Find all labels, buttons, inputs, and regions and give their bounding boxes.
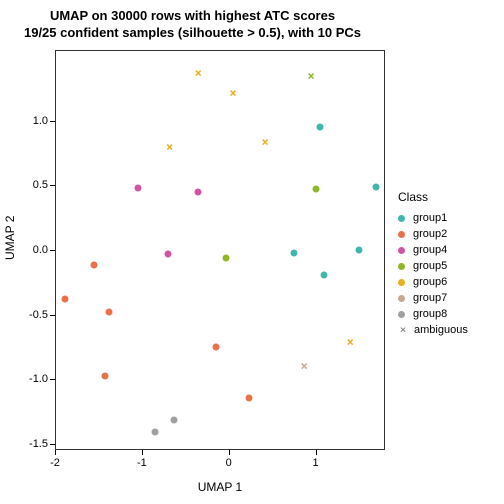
data-point: [151, 428, 158, 435]
data-point: [105, 308, 112, 315]
data-point: [134, 185, 141, 192]
legend-title: Class: [398, 190, 468, 204]
chart-title-line2: 19/25 confident samples (silhouette > 0.…: [0, 25, 385, 40]
data-point: [312, 186, 319, 193]
y-tick-label: -1.5: [20, 438, 48, 450]
x-tick-label: -1: [137, 457, 147, 469]
legend-label: group8: [413, 308, 447, 320]
plot-border: [55, 50, 385, 450]
x-tick-label: 0: [226, 457, 232, 469]
legend-item: × ambiguous: [398, 322, 468, 338]
data-point: [355, 247, 362, 254]
y-tick-mark: [50, 185, 55, 186]
legend-item: group7: [398, 290, 468, 306]
data-point: [91, 262, 98, 269]
x-tick-mark: [316, 450, 317, 455]
data-point: ×: [193, 68, 203, 78]
data-point: [102, 373, 109, 380]
y-tick-label: 0.5: [20, 179, 48, 191]
data-point: ×: [165, 142, 175, 152]
data-point: [170, 417, 177, 424]
x-tick-label: 1: [312, 457, 318, 469]
data-point: [62, 296, 69, 303]
legend-label: group1: [413, 212, 447, 224]
legend-item: group1: [398, 210, 468, 226]
data-point: [321, 271, 328, 278]
cross-icon: ×: [398, 325, 408, 335]
legend-item: group5: [398, 258, 468, 274]
data-point: [212, 343, 219, 350]
y-tick-mark: [50, 121, 55, 122]
data-point: [164, 250, 171, 257]
data-point: [373, 183, 380, 190]
legend-swatch: [398, 247, 405, 254]
y-tick-mark: [50, 250, 55, 251]
legend: Class group1 group2 group4 group5 group6 grou…: [398, 190, 468, 338]
data-point: ×: [299, 361, 309, 371]
legend-swatch: [398, 231, 405, 238]
x-tick-mark: [55, 450, 56, 455]
scatter-plot: × × × × × × ×: [55, 50, 385, 450]
legend-item: group8: [398, 306, 468, 322]
legend-item: group4: [398, 242, 468, 258]
legend-swatch: [398, 279, 405, 286]
legend-label: ambiguous: [414, 324, 468, 336]
x-tick-mark: [142, 450, 143, 455]
data-point: [245, 395, 252, 402]
y-tick-mark: [50, 379, 55, 380]
x-tick-label: -2: [50, 457, 60, 469]
data-point: ×: [228, 88, 238, 98]
legend-swatch: [398, 263, 405, 270]
y-tick-label: -0.5: [20, 309, 48, 321]
data-point: [316, 124, 323, 131]
legend-label: group2: [413, 228, 447, 240]
data-point: [223, 254, 230, 261]
legend-swatch: [398, 311, 405, 318]
y-tick-label: -1.0: [20, 373, 48, 385]
data-point: ×: [345, 337, 355, 347]
legend-item: group6: [398, 274, 468, 290]
data-point: [290, 249, 297, 256]
legend-item: group2: [398, 226, 468, 242]
y-tick-mark: [50, 315, 55, 316]
x-tick-mark: [229, 450, 230, 455]
legend-label: group6: [413, 276, 447, 288]
legend-label: group4: [413, 244, 447, 256]
chart-title-line1: UMAP on 30000 rows with highest ATC scor…: [0, 8, 385, 23]
data-point: [195, 188, 202, 195]
data-point: ×: [306, 71, 316, 81]
y-tick-mark: [50, 444, 55, 445]
legend-swatch: [398, 295, 405, 302]
data-point: ×: [260, 137, 270, 147]
legend-label: group5: [413, 260, 447, 272]
y-axis-label: UMAP 2: [3, 240, 17, 260]
y-tick-label: 0.0: [20, 244, 48, 256]
legend-label: group7: [413, 292, 447, 304]
y-tick-label: 1.0: [20, 115, 48, 127]
legend-swatch: [398, 215, 405, 222]
x-axis-label: UMAP 1: [55, 480, 385, 494]
